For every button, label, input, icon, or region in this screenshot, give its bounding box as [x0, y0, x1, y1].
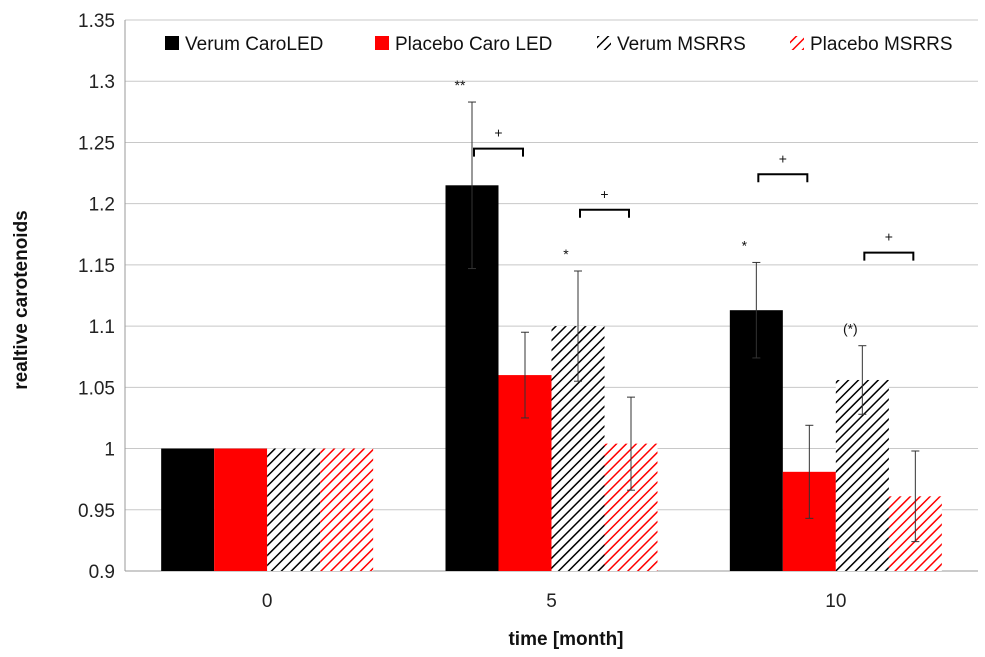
x-tick-label: 10: [825, 591, 846, 612]
bracket-label: +: [494, 125, 502, 141]
significance-label: *: [742, 237, 748, 253]
y-axis-ticks: 0.9 0.95 1 1.05 1.1 1.15 1.2 1.25 1.3 1.35: [78, 11, 115, 583]
y-tick-label: 1.2: [89, 195, 115, 216]
y-tick-label: 0.9: [89, 562, 115, 583]
significance-bracket: [863, 251, 915, 261]
y-tick-label: 1.15: [78, 256, 115, 277]
legend-swatch: [597, 36, 611, 50]
significance-bracket: [473, 147, 524, 157]
bar: [214, 448, 268, 571]
significance-label: **: [455, 77, 466, 93]
legend-label: Placebo MSRRS: [810, 34, 953, 55]
legend-swatch: [165, 36, 179, 50]
y-tick-label: 1.3: [89, 72, 115, 93]
bar: [320, 448, 374, 571]
x-tick-label: 5: [546, 591, 557, 612]
bar: [161, 448, 215, 571]
x-tick-label: 0: [262, 591, 273, 612]
legend-swatch: [375, 36, 389, 50]
y-tick-label: 0.95: [78, 501, 115, 522]
significance-label: (*): [843, 321, 858, 337]
y-tick-label: 1: [104, 440, 115, 461]
y-tick-label: 1.05: [78, 378, 115, 399]
bar: [267, 448, 321, 571]
annotations: ****(*)++++: [455, 77, 915, 337]
bars: [161, 185, 942, 572]
y-tick-label: 1.35: [78, 11, 115, 32]
legend: Verum CaroLED Placebo Caro LED Verum MSRRS…: [165, 34, 953, 55]
y-tick-label: 1.1: [89, 317, 115, 338]
x-axis-title: time [month]: [508, 629, 623, 650]
bracket-label: +: [779, 150, 787, 166]
legend-label: Verum CaroLED: [185, 34, 323, 55]
legend-swatch: [790, 36, 804, 50]
bracket-label: +: [885, 229, 893, 245]
x-axis-ticks: 0 5 10: [262, 591, 847, 612]
y-tick-label: 1.25: [78, 133, 115, 154]
significance-bracket: [757, 173, 809, 183]
significance-label: *: [563, 246, 569, 262]
legend-label: Placebo Caro LED: [395, 34, 552, 55]
legend-label: Verum MSRRS: [617, 34, 746, 55]
error-bars: [468, 101, 920, 543]
y-axis-title: realtive carotenoids: [11, 210, 32, 390]
significance-bracket: [579, 208, 630, 218]
bracket-label: +: [600, 186, 608, 202]
